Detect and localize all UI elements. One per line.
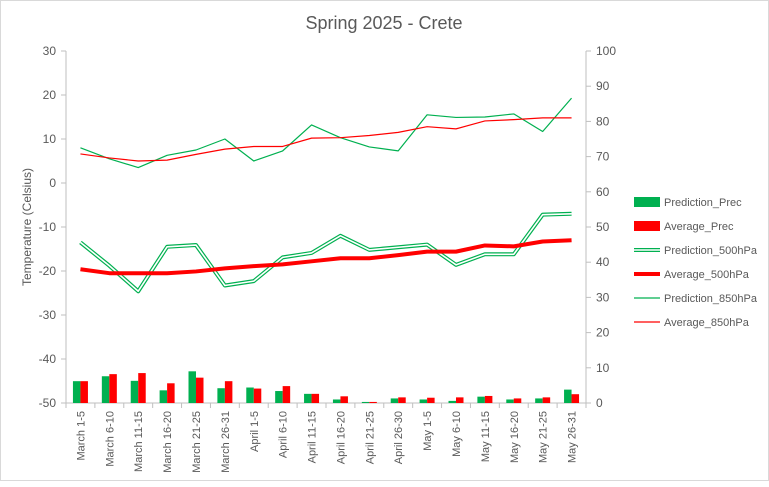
bar-average-prec xyxy=(542,397,551,403)
y-right-tick-label: 90 xyxy=(596,79,610,93)
line-average-500hpa xyxy=(80,238,572,276)
x-category-label: April 1-5 xyxy=(249,411,261,452)
chart-title: Spring 2025 - Crete xyxy=(305,13,462,33)
y-left-tick-label: -20 xyxy=(39,264,57,278)
y-left-tick-label: 0 xyxy=(49,176,56,190)
x-category-label: May 21-25 xyxy=(538,411,550,463)
legend-item-average-prec-label: Average_Prec xyxy=(664,221,734,233)
line-average-850hpa xyxy=(80,117,572,162)
y-right-tick-label: 10 xyxy=(596,361,610,375)
bar-prediction-prec xyxy=(390,398,399,403)
line-prediction-850hpa xyxy=(80,97,573,169)
x-category-label: May 11-15 xyxy=(480,411,492,462)
bar-prediction-prec xyxy=(564,389,572,403)
bar-prediction-prec xyxy=(130,380,139,403)
y-right-tick-label: 80 xyxy=(596,114,610,128)
y-left-tick-label: 10 xyxy=(43,132,57,146)
bar-average-prec xyxy=(224,381,233,403)
bar-average-prec xyxy=(138,373,146,403)
bar-prediction-prec xyxy=(361,401,370,403)
x-category-label: April 6-10 xyxy=(278,411,290,458)
line-prediction-500hpa xyxy=(79,211,572,294)
x-category-label: March 11-15 xyxy=(133,411,145,472)
legend: Prediction_Prec Average_Prec Prediction_50… xyxy=(634,197,758,329)
bar-average-prec xyxy=(369,401,377,403)
plot-area: -50 -40 -30 -20 -10 0 10 20 30 0 10 20 30 40 50 60 70 80 9… xyxy=(39,44,617,473)
y-axis-left-label: Temperature (Celsius) xyxy=(20,168,34,286)
y-right-tick-label: 40 xyxy=(596,255,610,269)
bar-prediction-prec xyxy=(477,396,485,403)
y-left-tick-label: -10 xyxy=(39,220,57,234)
legend-item-prediction-prec-label: Prediction_Prec xyxy=(664,197,742,209)
bar-prediction-prec xyxy=(535,398,543,403)
x-category-label: May 26-31 xyxy=(567,411,579,463)
bar-prediction-prec xyxy=(101,376,110,403)
y-right-tick-label: 30 xyxy=(596,290,610,304)
bar-average-prec xyxy=(282,386,291,403)
y-left-tick-label: -30 xyxy=(39,308,57,322)
x-category-label: April 16-20 xyxy=(335,411,347,464)
line-prediction-500hpa-inner xyxy=(79,213,572,293)
bar-average-prec xyxy=(456,397,464,403)
x-category-label: May 1-5 xyxy=(422,411,434,451)
y-left-tick-label: -40 xyxy=(39,352,57,366)
y-left-tick-label: -50 xyxy=(39,396,57,410)
bar-average-prec xyxy=(513,398,522,403)
bar-average-prec xyxy=(80,381,88,403)
x-category-label: May 6-10 xyxy=(451,411,463,457)
bar-average-prec xyxy=(253,388,262,403)
x-category-label: April 11-15 xyxy=(307,411,319,463)
bar-prediction-prec xyxy=(188,371,196,403)
bar-prediction-prec xyxy=(246,387,254,403)
x-category-label: March 16-20 xyxy=(162,411,174,473)
bar-prediction-prec xyxy=(506,399,514,403)
y-left-tick-label: 30 xyxy=(43,44,57,58)
bar-prediction-prec xyxy=(448,400,456,403)
x-category-label: March 1-5 xyxy=(75,411,87,461)
x-category-label: April 21-25 xyxy=(364,411,376,464)
bar-prediction-prec xyxy=(304,393,312,403)
legend-item-prediction-850hpa-label: Prediction_850hPa xyxy=(664,293,758,305)
legend-item-average-prec-swatch xyxy=(634,221,660,231)
bar-average-prec xyxy=(311,393,320,403)
y-right-tick-label: 20 xyxy=(596,326,610,340)
x-category-label: March 6-10 xyxy=(104,411,116,467)
bar-average-prec xyxy=(340,396,348,403)
x-category-label: March 21-25 xyxy=(191,411,203,473)
bar-average-prec xyxy=(196,377,204,403)
x-category-label: March 26-31 xyxy=(220,411,232,473)
bar-average-prec xyxy=(167,383,175,403)
legend-item-prediction-prec-swatch xyxy=(634,197,660,207)
bar-prediction-prec xyxy=(275,391,283,403)
bar-average-prec xyxy=(484,395,493,403)
bar-average-prec xyxy=(398,397,406,403)
y-right-tick-label: 100 xyxy=(596,44,616,58)
bar-prediction-prec xyxy=(72,381,81,403)
legend-item-average-500hpa-label: Average_500hPa xyxy=(664,269,750,281)
bar-average-prec xyxy=(427,397,435,403)
y-left-tick-label: 20 xyxy=(43,88,57,102)
bar-prediction-prec xyxy=(419,399,428,403)
y-right-tick-label: 70 xyxy=(596,150,610,164)
bar-prediction-prec xyxy=(217,388,225,403)
y-right-tick-label: 60 xyxy=(596,185,610,199)
bar-average-prec xyxy=(571,394,580,403)
legend-item-prediction-500hpa-label: Prediction_500hPa xyxy=(664,245,758,257)
y-right-tick-label: 0 xyxy=(596,396,603,410)
y-right-tick-label: 50 xyxy=(596,220,610,234)
legend-item-average-850hpa-label: Average_850hPa xyxy=(664,317,750,329)
bar-prediction-prec xyxy=(159,390,168,403)
x-category-label: May 16-20 xyxy=(509,411,521,463)
bar-prediction-prec xyxy=(332,399,341,403)
bar-average-prec xyxy=(109,374,117,403)
x-category-label: April 26-30 xyxy=(393,411,405,464)
